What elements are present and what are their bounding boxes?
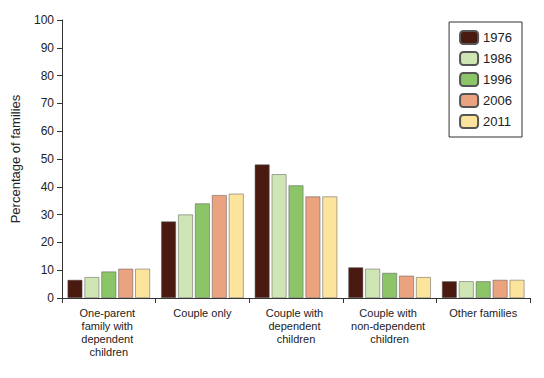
svg-text:2006: 2006 [483, 93, 512, 108]
svg-text:Couple with: Couple with [359, 307, 420, 319]
svg-text:Percentage of families: Percentage of families [8, 94, 23, 223]
svg-text:90: 90 [41, 41, 55, 55]
svg-text:1986: 1986 [483, 51, 512, 66]
svg-text:Couple with: Couple with [266, 307, 327, 319]
svg-text:Couple only: Couple only [173, 307, 232, 319]
svg-text:children: children [277, 333, 316, 345]
svg-text:children: children [90, 346, 129, 358]
svg-text:1976: 1976 [483, 30, 512, 45]
svg-text:30: 30 [41, 208, 55, 222]
svg-text:1996: 1996 [483, 72, 512, 87]
svg-text:0: 0 [47, 291, 54, 305]
svg-text:Other families: Other families [449, 307, 517, 319]
svg-text:children: children [370, 333, 409, 345]
svg-text:100: 100 [34, 13, 54, 27]
svg-text:60: 60 [41, 124, 55, 138]
svg-text:2011: 2011 [483, 114, 511, 129]
svg-text:50: 50 [41, 152, 55, 166]
svg-text:40: 40 [41, 180, 55, 194]
svg-text:non-dependent: non-dependent [351, 320, 428, 332]
svg-text:dependent: dependent [268, 320, 323, 332]
svg-text:10: 10 [41, 263, 55, 277]
svg-text:80: 80 [41, 69, 55, 83]
svg-text:One-parent: One-parent [79, 307, 138, 319]
svg-text:family with: family with [82, 320, 136, 332]
svg-text:20: 20 [41, 235, 55, 249]
svg-text:70: 70 [41, 96, 55, 110]
svg-text:dependent: dependent [81, 333, 136, 345]
